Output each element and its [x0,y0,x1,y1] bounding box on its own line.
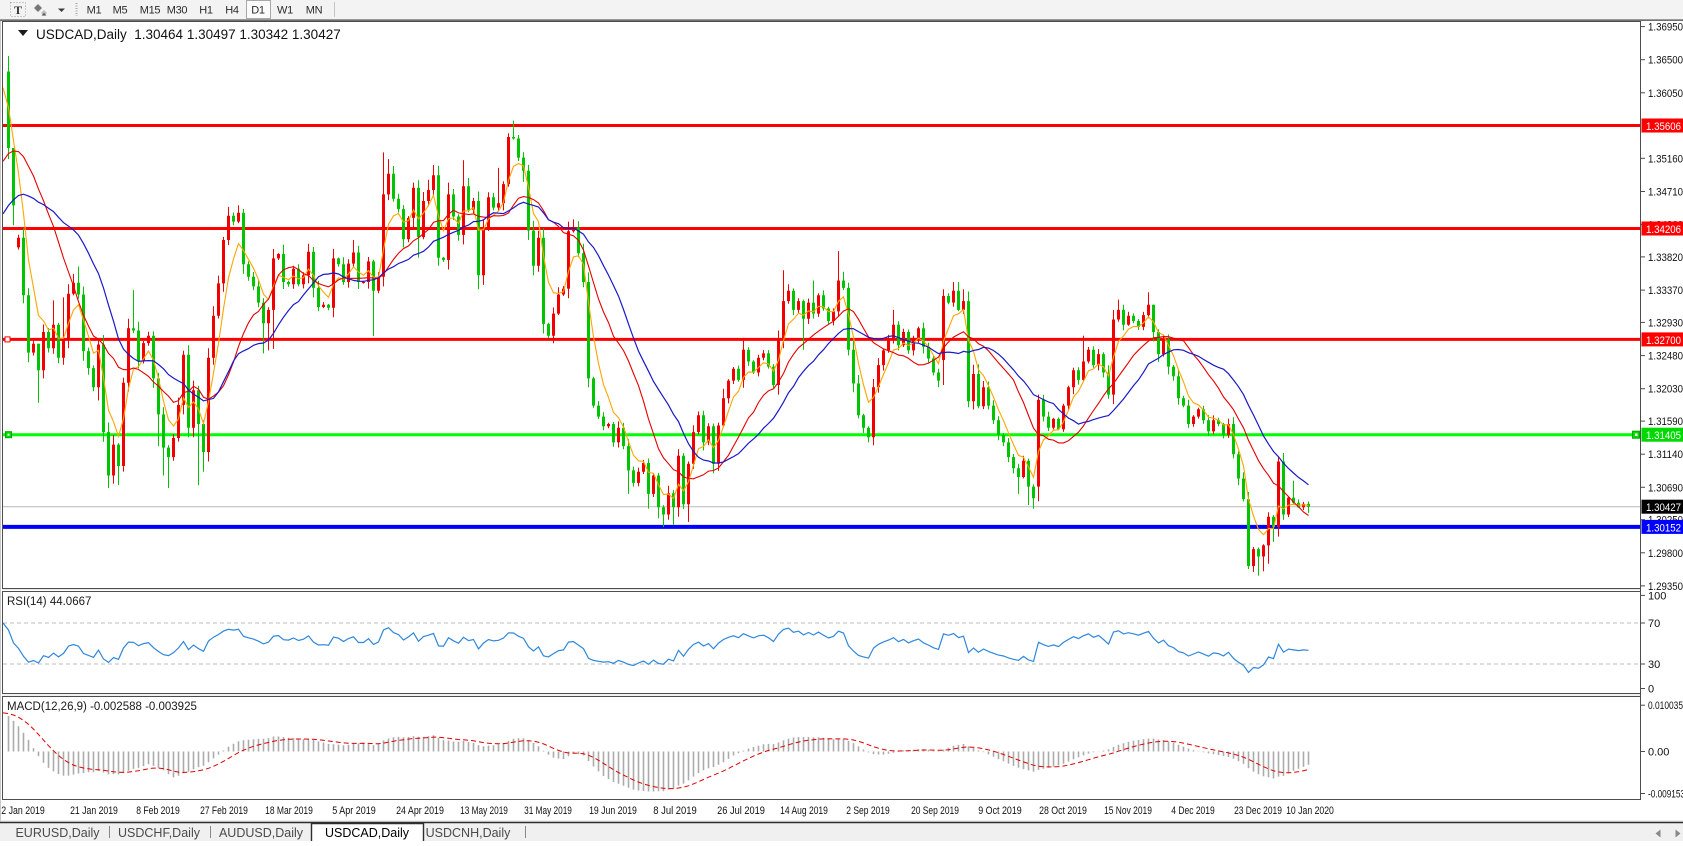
svg-text:1.32480: 1.32480 [1648,351,1683,363]
svg-text:1.31590: 1.31590 [1648,416,1683,428]
svg-text:1.30427: 1.30427 [1646,502,1681,514]
svg-text:H4: H4 [225,5,239,17]
svg-text:14 Aug 2019: 14 Aug 2019 [780,805,828,817]
svg-text:5 Apr 2019: 5 Apr 2019 [332,805,376,817]
svg-text:2 Jan 2019: 2 Jan 2019 [1,805,45,817]
svg-text:9 Oct 2019: 9 Oct 2019 [978,805,1022,817]
svg-text:1.30152: 1.30152 [1646,522,1681,534]
svg-text:0.010035: 0.010035 [1648,700,1683,712]
svg-text:1.32930: 1.32930 [1648,317,1683,329]
svg-text:USDCAD,Daily: USDCAD,Daily [325,826,410,840]
svg-text:31 May 2019: 31 May 2019 [524,805,572,817]
svg-text:MN: MN [306,5,323,17]
svg-text:1.36500: 1.36500 [1648,55,1683,67]
svg-text:0.00: 0.00 [1648,747,1669,759]
svg-text:18 Mar 2019: 18 Mar 2019 [265,805,313,817]
svg-text:1.36050: 1.36050 [1648,88,1683,100]
svg-text:1.35160: 1.35160 [1648,153,1683,165]
svg-text:1.35606: 1.35606 [1646,121,1681,133]
svg-text:4 Dec 2019: 4 Dec 2019 [1171,805,1215,817]
svg-text:D1: D1 [251,5,265,17]
svg-text:AUDUSD,Daily: AUDUSD,Daily [219,826,304,840]
svg-text:1.32700: 1.32700 [1646,335,1681,347]
svg-text:EURUSD,Daily: EURUSD,Daily [15,826,100,840]
svg-text:10 Jan 2020: 10 Jan 2020 [1286,805,1334,817]
svg-text:20 Sep 2019: 20 Sep 2019 [911,805,959,817]
svg-text:M1: M1 [87,5,102,17]
svg-text:15 Nov 2019: 15 Nov 2019 [1104,805,1152,817]
svg-text:1.30690: 1.30690 [1648,482,1683,494]
svg-text:M15: M15 [140,5,161,17]
svg-text:1.29800: 1.29800 [1648,548,1683,560]
svg-text:1.34206: 1.34206 [1646,224,1681,236]
svg-text:70: 70 [1648,618,1660,630]
svg-text:H1: H1 [199,5,213,17]
svg-text:M30: M30 [167,5,188,17]
svg-text:28 Oct 2019: 28 Oct 2019 [1039,805,1087,817]
svg-text:1.34710: 1.34710 [1648,187,1683,199]
svg-text:1.32030: 1.32030 [1648,384,1683,396]
svg-text:1.33370: 1.33370 [1648,285,1683,297]
svg-text:23 Dec 2019: 23 Dec 2019 [1234,805,1282,817]
svg-text:26 Jul 2019: 26 Jul 2019 [717,805,765,817]
svg-text:M5: M5 [113,5,128,17]
svg-text:USDCNH,Daily: USDCNH,Daily [426,826,511,840]
svg-text:21 Jan 2019: 21 Jan 2019 [70,805,118,817]
svg-text:MACD(12,26,9) -0.002588 -0.003: MACD(12,26,9) -0.002588 -0.003925 [7,701,197,713]
svg-text:8 Jul 2019: 8 Jul 2019 [653,805,697,817]
svg-text:8 Feb 2019: 8 Feb 2019 [136,805,180,817]
svg-text:-0.009153: -0.009153 [1648,789,1683,801]
svg-text:13 May 2019: 13 May 2019 [460,805,508,817]
svg-text:1.31140: 1.31140 [1648,449,1683,461]
svg-text:USDCHF,Daily: USDCHF,Daily [118,826,201,840]
svg-text:1.33820: 1.33820 [1648,252,1683,264]
svg-text:0: 0 [1648,684,1654,696]
svg-text:1.36950: 1.36950 [1648,22,1683,34]
svg-text:100: 100 [1648,590,1666,602]
svg-text:USDCAD,Daily 1.30464 1.30497: USDCAD,Daily 1.30464 1.30497 1.30342 1.3… [36,27,341,42]
svg-text:RSI(14) 44.0667: RSI(14) 44.0667 [7,596,91,608]
svg-text:27 Feb 2019: 27 Feb 2019 [200,805,248,817]
svg-text:30: 30 [1648,659,1660,671]
svg-text:W1: W1 [277,5,293,17]
svg-text:2 Sep 2019: 2 Sep 2019 [846,805,890,817]
svg-text:T: T [14,3,22,17]
svg-text:1.31405: 1.31405 [1646,430,1681,442]
svg-text:24 Apr 2019: 24 Apr 2019 [396,805,444,817]
svg-text:19 Jun 2019: 19 Jun 2019 [589,805,637,817]
